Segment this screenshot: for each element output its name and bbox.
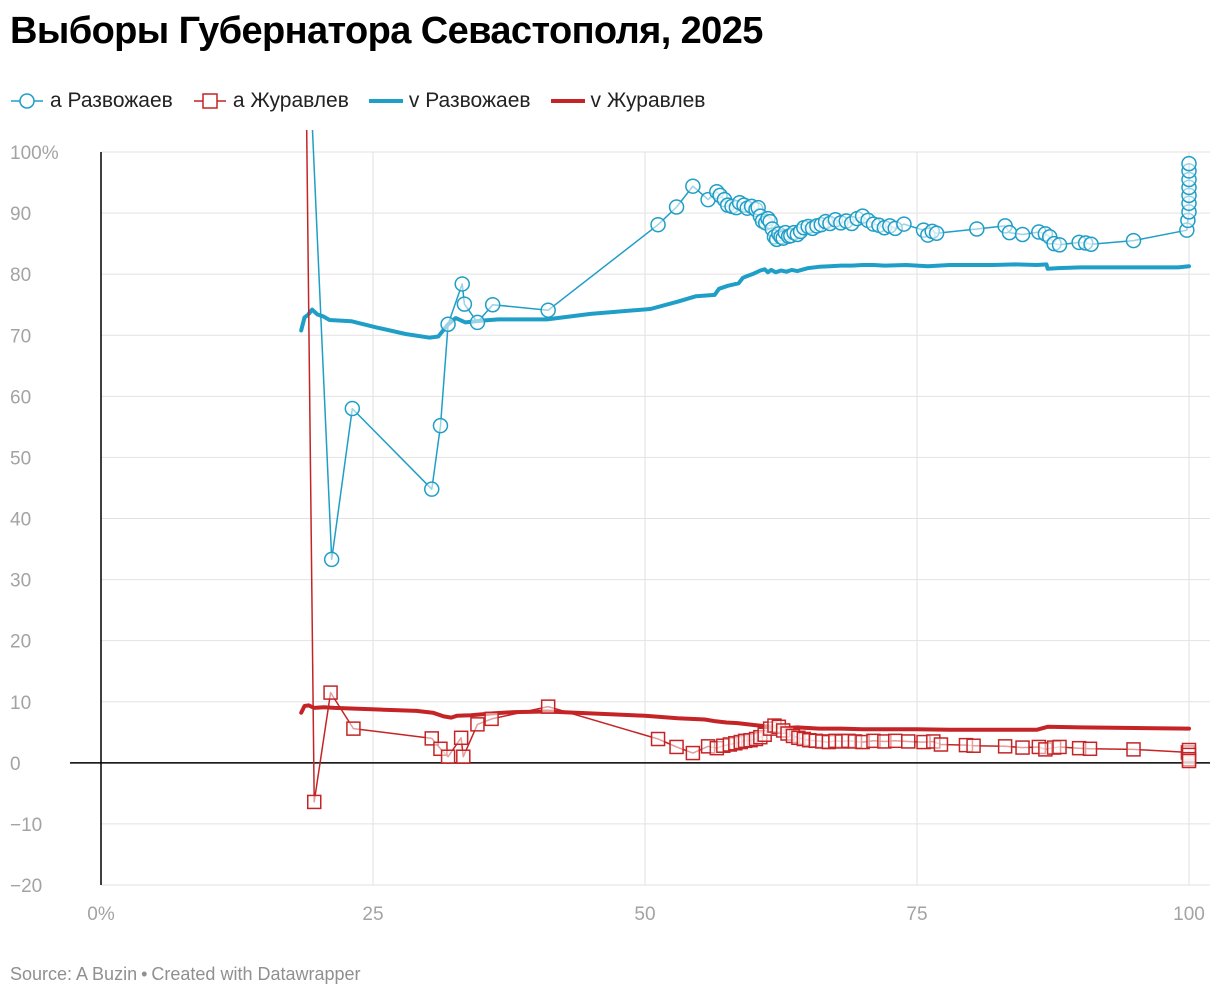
legend-label: v Развожаев (408, 89, 531, 112)
line-square-marker-icon (193, 93, 226, 109)
data-point (1001, 224, 1018, 241)
line-icon (368, 99, 403, 103)
y-tick-label: 30 (10, 571, 31, 592)
data-point (1125, 232, 1142, 249)
legend-label: а Развожаев (50, 89, 173, 112)
legend-label: v Журавлев (590, 89, 706, 112)
data-point (484, 711, 499, 727)
source-note: Source: A Buzin (10, 964, 138, 984)
data-point (1126, 742, 1141, 757)
y-tick-label: 70 (10, 326, 31, 347)
x-tick-label: 0% (87, 904, 115, 925)
data-point (669, 739, 684, 755)
series-line (305, 130, 1190, 803)
data-point (323, 685, 338, 700)
data-point (456, 296, 473, 312)
data-point (346, 721, 361, 736)
data-point (966, 738, 981, 753)
data-point (650, 216, 666, 233)
data-point (887, 733, 903, 749)
series-square-markers (305, 130, 1197, 810)
x-tick-label: 25 (362, 904, 383, 925)
x-tick-label: 100 (1173, 904, 1205, 925)
data-point (668, 199, 685, 215)
legend-label: а Журавлев (232, 89, 349, 112)
line-circle-marker-icon (11, 93, 43, 109)
data-point (901, 734, 916, 749)
y-tick-label: 0 (10, 754, 21, 775)
y-tick-label: 60 (10, 387, 31, 408)
data-point (1051, 237, 1068, 253)
data-point (323, 551, 340, 568)
footer: Source: A Buzin • Created with Datawrapper (10, 964, 361, 985)
y-tick-label: 80 (10, 265, 31, 286)
data-point (997, 739, 1013, 754)
data-point (1083, 236, 1099, 252)
data-point (470, 717, 485, 732)
y-tick-label: 100% (10, 143, 59, 164)
data-point (1015, 740, 1030, 755)
data-point (1181, 155, 1197, 172)
data-point (432, 417, 449, 434)
series-line (299, 262, 1191, 340)
data-point (454, 276, 470, 292)
line-icon (550, 99, 585, 103)
data-point (440, 316, 456, 333)
y-tick-label: −20 (10, 876, 42, 897)
axes (70, 152, 1210, 885)
legend: а Развожаев а Журавлев v Развожаев v Жур… (10, 86, 725, 116)
legend-item-v-razvozhaev[interactable]: v Развожаев (368, 89, 531, 113)
y-tick-label: 10 (10, 693, 31, 714)
series-line (311, 130, 1190, 561)
data-point (424, 481, 440, 497)
x-tick-label: 75 (906, 904, 927, 925)
data-point (540, 302, 556, 318)
data-point (469, 314, 486, 331)
footer-separator: • (141, 964, 148, 984)
data-point (1052, 739, 1067, 755)
legend-item-a-razvozhaev[interactable]: а Развожаев (10, 89, 173, 113)
data-point (928, 225, 945, 241)
y-tick-label: 90 (10, 204, 31, 225)
y-tick-label: 40 (10, 510, 31, 531)
data-point (650, 731, 666, 747)
x-tick-label: 50 (634, 904, 655, 925)
data-point (484, 296, 501, 313)
data-point (306, 794, 322, 810)
data-point (969, 221, 985, 237)
grid (101, 151, 1210, 886)
y-tick-label: 50 (10, 448, 31, 469)
data-point (456, 749, 471, 764)
data-point (1082, 741, 1098, 757)
chart-title: Выборы Губернатора Севастополя, 2025 (10, 10, 763, 52)
legend-item-a-zhuravlev[interactable]: а Журавлев (193, 89, 349, 113)
data-point (896, 216, 912, 232)
data-point (1181, 753, 1197, 769)
data-point (344, 400, 361, 417)
data-point (453, 730, 469, 746)
credit-note: Created with Datawrapper (151, 964, 361, 984)
data-point (1014, 226, 1031, 243)
series-circle-markers (311, 130, 1197, 568)
series-line (299, 703, 1191, 732)
y-tick-label: 20 (10, 632, 31, 653)
data-point (540, 699, 556, 714)
data-point (933, 737, 949, 752)
data-point (440, 749, 456, 764)
y-tick-label: −10 (10, 815, 42, 836)
series (299, 130, 1197, 810)
data-point (685, 745, 701, 761)
data-point (685, 178, 701, 194)
legend-item-v-zhuravlev[interactable]: v Журавлев (550, 89, 706, 113)
